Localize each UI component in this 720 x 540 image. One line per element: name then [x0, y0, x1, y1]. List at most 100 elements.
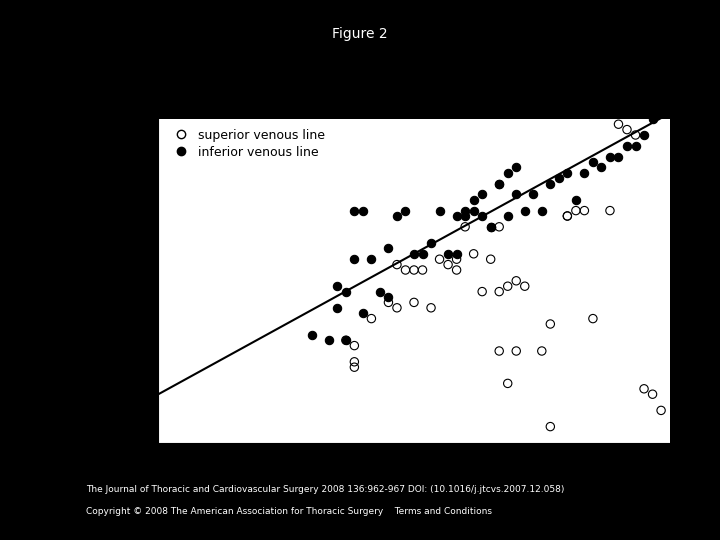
Point	[510, 347, 522, 355]
Point	[604, 206, 616, 215]
Point	[383, 244, 395, 253]
Point	[468, 249, 480, 258]
Point	[562, 212, 573, 220]
Point	[340, 287, 351, 296]
Point	[621, 125, 633, 134]
Point	[348, 341, 360, 350]
Point	[468, 206, 480, 215]
Point	[451, 255, 462, 264]
Point	[426, 239, 437, 247]
Point	[502, 212, 513, 220]
Point	[442, 249, 454, 258]
Point	[502, 168, 513, 177]
Point	[417, 266, 428, 274]
Point	[391, 212, 402, 220]
Point	[493, 287, 505, 296]
Point	[332, 303, 343, 312]
Point	[570, 195, 582, 204]
Point	[655, 406, 667, 415]
Point	[348, 357, 360, 366]
Point	[493, 222, 505, 231]
Point	[391, 303, 402, 312]
Point	[639, 384, 650, 393]
Point	[544, 179, 556, 188]
Point	[570, 206, 582, 215]
Point	[553, 174, 564, 183]
Point	[426, 303, 437, 312]
Point	[408, 298, 420, 307]
Point	[588, 314, 599, 323]
Point	[348, 363, 360, 372]
Point	[485, 255, 497, 264]
Point	[544, 422, 556, 431]
Point	[408, 266, 420, 274]
Point	[459, 222, 471, 231]
Point	[613, 120, 624, 129]
Legend: superior venous line, inferior venous line: superior venous line, inferior venous li…	[165, 125, 329, 163]
Point	[604, 152, 616, 161]
Point	[613, 152, 624, 161]
Point	[442, 260, 454, 269]
Point	[383, 293, 395, 301]
Point	[639, 131, 650, 139]
Point	[417, 249, 428, 258]
Point	[493, 179, 505, 188]
Point	[630, 131, 642, 139]
Point	[400, 206, 411, 215]
Point	[434, 206, 446, 215]
Point	[519, 206, 531, 215]
Point	[519, 282, 531, 291]
Point	[468, 195, 480, 204]
Point	[493, 347, 505, 355]
Point	[340, 336, 351, 345]
Point	[579, 206, 590, 215]
Point	[588, 158, 599, 166]
Point	[348, 255, 360, 264]
Point	[340, 336, 351, 345]
Point	[536, 206, 548, 215]
Point	[630, 141, 642, 150]
Point	[493, 179, 505, 188]
Point	[510, 276, 522, 285]
Point	[528, 190, 539, 199]
Point	[477, 287, 488, 296]
Point	[348, 206, 360, 215]
Point	[536, 347, 548, 355]
Point	[477, 190, 488, 199]
Point	[391, 260, 402, 269]
Y-axis label: regional SvO2 (%): regional SvO2 (%)	[105, 218, 120, 344]
Text: Figure 2: Figure 2	[332, 27, 388, 41]
Point	[595, 163, 607, 172]
Point	[510, 163, 522, 172]
Point	[562, 212, 573, 220]
Point	[332, 282, 343, 291]
Point	[366, 314, 377, 323]
Point	[485, 222, 497, 231]
Point	[562, 168, 573, 177]
Point	[459, 206, 471, 215]
Point	[544, 320, 556, 328]
Text: Copyright © 2008 The American Association for Thoracic Surgery    Terms and Cond: Copyright © 2008 The American Associatio…	[86, 507, 492, 516]
Point	[459, 212, 471, 220]
Point	[434, 255, 446, 264]
Point	[451, 249, 462, 258]
Point	[579, 168, 590, 177]
Point	[502, 282, 513, 291]
Point	[485, 222, 497, 231]
Point	[647, 390, 658, 399]
Point	[451, 266, 462, 274]
Point	[323, 336, 335, 345]
Point	[510, 190, 522, 199]
Point	[400, 266, 411, 274]
Point	[477, 212, 488, 220]
Point	[502, 379, 513, 388]
Point	[383, 298, 395, 307]
Point	[357, 309, 369, 318]
Point	[647, 114, 658, 123]
Point	[451, 212, 462, 220]
Text: The Journal of Thoracic and Cardiovascular Surgery 2008 136:962-967 DOI: (10.101: The Journal of Thoracic and Cardiovascul…	[86, 485, 564, 494]
X-axis label: mixed SvO2 (%): mixed SvO2 (%)	[358, 471, 470, 485]
Point	[366, 255, 377, 264]
Point	[374, 287, 386, 296]
Point	[357, 206, 369, 215]
